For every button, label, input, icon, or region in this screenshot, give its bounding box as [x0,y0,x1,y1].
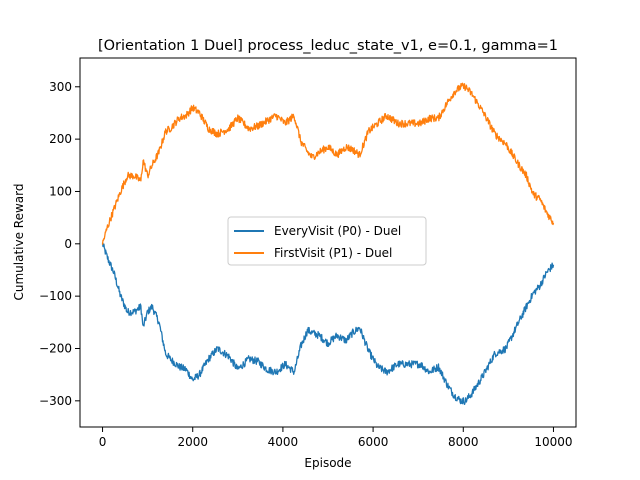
legend-label-everyvisit: EveryVisit (P0) - Duel [274,224,401,238]
x-axis-label: Episode [304,456,351,470]
x-tick-label: 4000 [268,435,299,449]
y-tick-label: 0 [64,237,72,251]
x-tick-label: 8000 [448,435,479,449]
y-tick-label: 200 [49,132,72,146]
y-tick-label: −100 [39,289,72,303]
x-tick-label: 0 [99,435,107,449]
series-line-firstvisit [101,82,555,245]
y-tick-label: 100 [49,184,72,198]
plot-frame [79,57,577,428]
legend-label-firstvisit: FirstVisit (P1) - Duel [274,246,392,260]
series-layer [101,82,555,405]
y-axis-label: Cumulative Reward [12,184,26,301]
y-tick-label: −200 [39,341,72,355]
y-axis: −300 −200 −100 0 100 200 300 [39,80,80,408]
y-tick-label: −300 [39,394,72,408]
legend-box [227,216,427,266]
legend: EveryVisit (P0) - Duel FirstVisit (P1) -… [227,216,427,266]
chart-title: [Orientation 1 Duel] process_leduc_state… [98,38,558,54]
x-tick-label: 10000 [534,435,572,449]
y-tick-label: 300 [49,80,72,94]
series-line-everyvisit [101,242,555,405]
x-tick-label: 6000 [358,435,389,449]
plot-area [101,82,555,405]
x-tick-label: 2000 [177,435,208,449]
x-axis: 0 2000 4000 6000 8000 10000 [99,427,573,449]
